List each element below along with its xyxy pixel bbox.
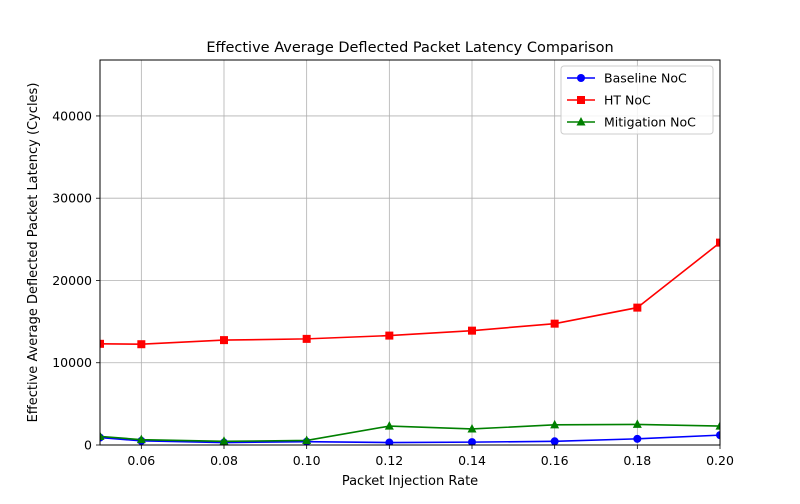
y-tick-label: 0 bbox=[84, 438, 92, 453]
x-tick-label: 0.14 bbox=[458, 453, 486, 468]
legend-entry: HT NoC bbox=[567, 93, 651, 108]
data-point bbox=[302, 435, 312, 444]
data-point bbox=[715, 421, 720, 430]
data-point bbox=[716, 238, 720, 247]
y-tick-label: 20000 bbox=[52, 273, 92, 288]
legend-label: Baseline NoC bbox=[604, 71, 687, 86]
legend-label: HT NoC bbox=[604, 93, 651, 108]
data-point bbox=[385, 438, 394, 445]
data-point bbox=[716, 431, 720, 440]
y-axis-label: Effective Average Deflected Packet Laten… bbox=[26, 83, 41, 423]
data-point bbox=[100, 339, 104, 348]
chart-title: Effective Average Deflected Packet Laten… bbox=[206, 40, 613, 56]
legend-marker bbox=[577, 96, 585, 104]
x-tick-label: 0.10 bbox=[293, 453, 321, 468]
data-point bbox=[467, 423, 477, 433]
data-point bbox=[384, 421, 394, 430]
x-tick-label: 0.12 bbox=[375, 453, 403, 468]
data-point bbox=[100, 431, 105, 440]
x-tick-label: 0.16 bbox=[541, 453, 569, 468]
series-layer bbox=[100, 238, 720, 445]
data-point bbox=[468, 326, 476, 335]
legend-entry: Mitigation NoC bbox=[567, 115, 696, 130]
x-tick-label: 0.18 bbox=[623, 453, 651, 468]
legend-entry: Baseline NoC bbox=[567, 71, 687, 86]
data-point bbox=[550, 319, 559, 328]
data-point bbox=[302, 334, 311, 343]
legend-marker bbox=[577, 74, 585, 82]
x-axis: 0.06 0.08 0.10 0.12 0.14 0.16 0.18 0.20 bbox=[127, 445, 734, 468]
y-tick-label: 30000 bbox=[52, 191, 92, 206]
legend-marker bbox=[576, 117, 586, 126]
legend: Baseline NoC HT NoC Mitigation NoC bbox=[560, 65, 714, 135]
data-point bbox=[633, 434, 642, 443]
data-point bbox=[137, 340, 146, 349]
data-point bbox=[633, 303, 642, 312]
series-2 bbox=[100, 419, 720, 445]
data-point bbox=[468, 438, 476, 445]
data-point bbox=[550, 437, 559, 445]
data-point bbox=[632, 419, 642, 428]
legend-box bbox=[560, 65, 714, 135]
x-tick-label: 0.06 bbox=[127, 453, 155, 468]
y-axis: 0 10000 20000 30000 40000 bbox=[52, 108, 100, 453]
x-axis-label: Packet Injection Rate bbox=[342, 474, 478, 489]
data-point bbox=[219, 436, 229, 445]
y-tick-label: 40000 bbox=[52, 108, 92, 123]
x-tick-label: 0.08 bbox=[210, 453, 238, 468]
data-point bbox=[220, 336, 228, 345]
x-tick-label: 0.20 bbox=[706, 453, 734, 468]
data-point bbox=[550, 419, 560, 429]
plot-frame bbox=[99, 59, 721, 446]
series-1 bbox=[100, 238, 720, 349]
data-point bbox=[385, 331, 394, 340]
legend-label: Mitigation NoC bbox=[604, 115, 696, 130]
y-tick-label: 10000 bbox=[52, 355, 92, 370]
data-point bbox=[136, 434, 146, 444]
